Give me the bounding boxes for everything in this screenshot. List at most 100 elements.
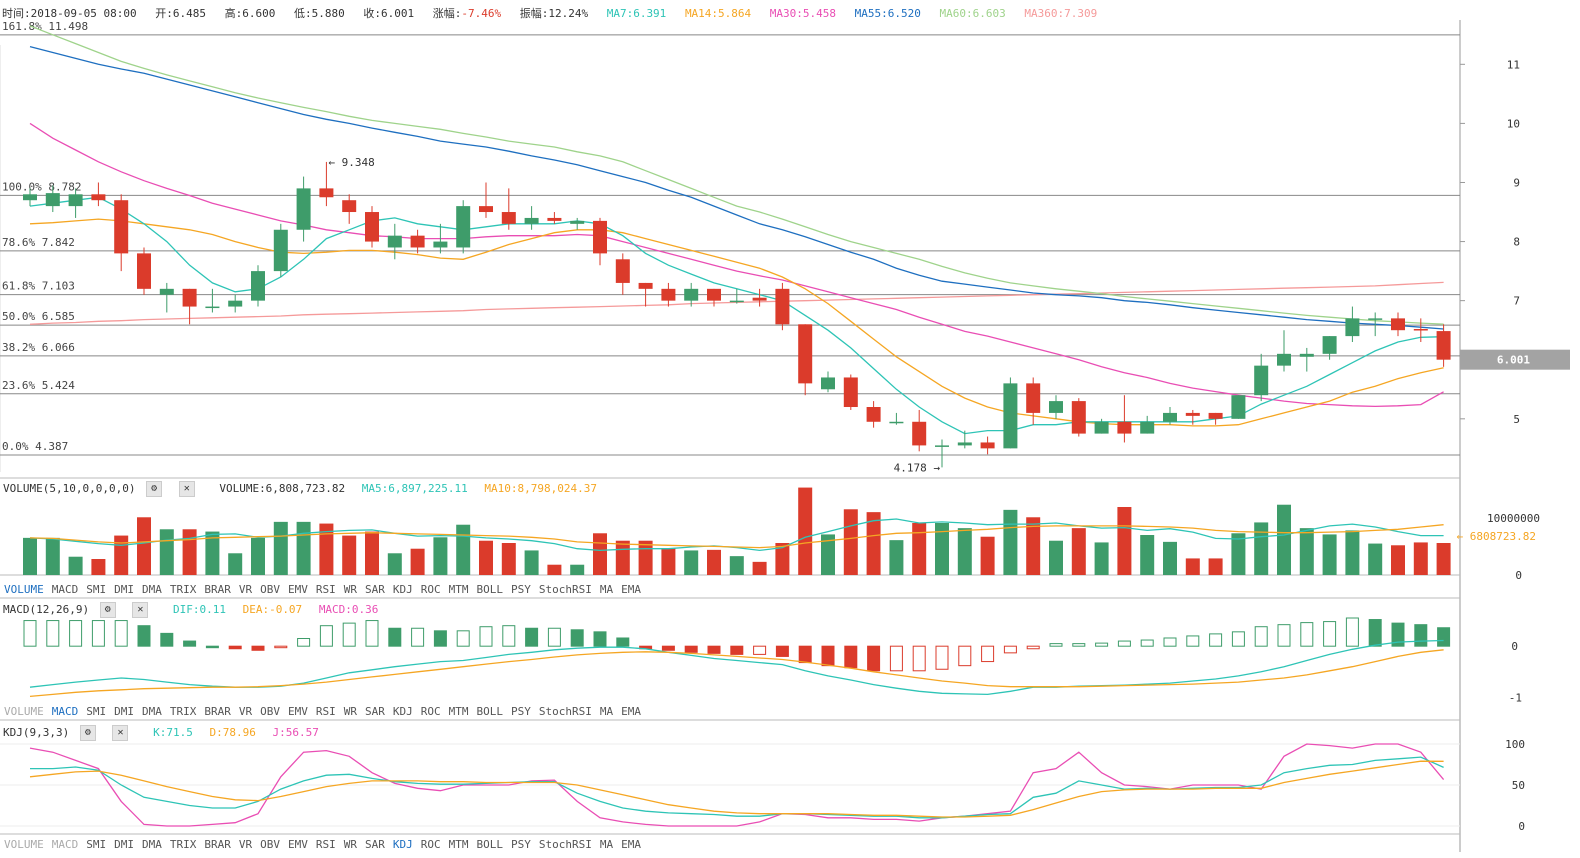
tab-brar[interactable]: BRAR (204, 705, 231, 718)
fibonacci-lines: 161.8% 11.498 100.0% 8.782 78.6% 7.842 61.8… (0, 20, 1460, 456)
gear-icon[interactable]: ⚙ (99, 602, 116, 618)
ohlc-info-bar: 时间:2018-09-05 08:00 开:6.485 高:6.600 低:5.… (2, 5, 1109, 21)
tab-psy[interactable]: PSY (511, 583, 531, 596)
tab-brar[interactable]: BRAR (204, 838, 231, 851)
tab-volume[interactable]: VOLUME (4, 838, 44, 851)
tab-ma[interactable]: MA (599, 705, 614, 718)
tab-emv[interactable]: EMV (288, 838, 308, 851)
tab-wr[interactable]: WR (343, 705, 357, 718)
tab-kdj[interactable]: KDJ (392, 705, 413, 718)
tab-trix[interactable]: TRIX (169, 705, 197, 718)
tab-roc[interactable]: ROC (420, 838, 441, 851)
tab-sar[interactable]: SAR (365, 583, 385, 596)
tab-kdj[interactable]: KDJ (392, 838, 413, 851)
tab-dma[interactable]: DMA (142, 583, 162, 596)
tab-brar[interactable]: BRAR (204, 583, 231, 596)
tab-roc[interactable]: ROC (420, 705, 441, 718)
macd-bar (547, 627, 561, 647)
tab-mtm[interactable]: MTM (448, 583, 469, 596)
candle-body (319, 188, 334, 198)
candle-body (296, 188, 311, 230)
volume-bar (182, 529, 197, 575)
volume-bar (798, 487, 813, 575)
volume-bar (319, 523, 334, 575)
tab-boll[interactable]: BOLL (476, 838, 504, 851)
tab-obv[interactable]: OBV (260, 838, 280, 851)
close-icon[interactable]: ✕ (178, 481, 195, 497)
tab-macd[interactable]: MACD (51, 583, 79, 596)
candle-body (68, 194, 83, 207)
tab-obv[interactable]: OBV (260, 705, 280, 718)
tab-volume[interactable]: VOLUME (4, 705, 44, 718)
macd-bar (1140, 639, 1154, 647)
tab-stochrsi[interactable]: StochRSI (538, 583, 592, 596)
fibonacci-label: 161.8% 11.498 (2, 20, 88, 33)
tab-psy[interactable]: PSY (511, 838, 531, 851)
tab-smi[interactable]: SMI (86, 705, 107, 718)
candle-body (775, 288, 790, 325)
macd-bar (160, 632, 174, 647)
tab-dmi[interactable]: DMI (114, 705, 134, 718)
current-price-box (1460, 349, 1570, 370)
tab-dma[interactable]: DMA (142, 705, 162, 718)
tab-rsi[interactable]: RSI (315, 583, 336, 596)
tab-sar[interactable]: SAR (365, 838, 385, 851)
tab-vr[interactable]: VR (238, 705, 253, 718)
tab-mtm[interactable]: MTM (448, 705, 469, 718)
macd-bar (889, 645, 903, 672)
gear-icon[interactable]: ⚙ (146, 481, 163, 497)
volume-tick-label: 0 (1515, 569, 1522, 582)
tab-vr[interactable]: VR (238, 583, 253, 596)
tab-stochrsi[interactable]: StochRSI (538, 705, 592, 718)
macd-bar (228, 645, 242, 650)
tab-trix[interactable]: TRIX (169, 583, 197, 596)
macd-bar (867, 645, 881, 672)
tab-wr[interactable]: WR (343, 583, 357, 596)
tab-emv[interactable]: EMV (288, 583, 308, 596)
tab-rsi[interactable]: RSI (315, 838, 336, 851)
candle-body (912, 421, 927, 446)
tab-macd[interactable]: MACD (51, 705, 79, 718)
tab-smi[interactable]: SMI (86, 583, 107, 596)
tab-vr[interactable]: VR (238, 838, 253, 851)
close-icon[interactable]: ✕ (112, 725, 129, 741)
volume-bar (729, 556, 744, 575)
tab-boll[interactable]: BOLL (476, 583, 504, 596)
tab-macd[interactable]: MACD (51, 838, 79, 851)
tab-obv[interactable]: OBV (260, 583, 280, 596)
tab-smi[interactable]: SMI (86, 838, 107, 851)
candle-body (251, 271, 265, 301)
tab-wr[interactable]: WR (343, 838, 357, 851)
candle-body (1436, 331, 1451, 360)
tab-roc[interactable]: ROC (420, 583, 441, 596)
tab-dmi[interactable]: DMI (114, 583, 134, 596)
tab-stochrsi[interactable]: StochRSI (538, 838, 592, 851)
tab-dma[interactable]: DMA (142, 838, 162, 851)
tab-dmi[interactable]: DMI (114, 838, 134, 851)
tab-rsi[interactable]: RSI (315, 705, 336, 718)
close-icon[interactable]: ✕ (132, 602, 149, 618)
volume-bar (159, 529, 174, 575)
candle-body (159, 288, 174, 295)
tab-kdj[interactable]: KDJ (392, 583, 413, 596)
macd-bar (456, 630, 470, 647)
tab-volume[interactable]: VOLUME (4, 583, 44, 596)
tab-trix[interactable]: TRIX (169, 838, 197, 851)
gear-icon[interactable]: ⚙ (79, 725, 96, 741)
tab-sar[interactable]: SAR (365, 705, 385, 718)
macd-bar (935, 645, 949, 670)
volume-bar (843, 509, 858, 575)
tab-ema[interactable]: EMA (621, 583, 641, 596)
volume-bar (273, 521, 288, 575)
tab-psy[interactable]: PSY (511, 705, 531, 718)
volume-bar (456, 524, 471, 575)
tab-mtm[interactable]: MTM (448, 838, 469, 851)
macd-bar (821, 645, 835, 667)
tab-ma[interactable]: MA (599, 838, 614, 851)
tab-ema[interactable]: EMA (621, 838, 641, 851)
tab-ema[interactable]: EMA (621, 705, 641, 718)
tab-emv[interactable]: EMV (288, 705, 308, 718)
tab-boll[interactable]: BOLL (476, 705, 504, 718)
tab-ma[interactable]: MA (599, 583, 614, 596)
